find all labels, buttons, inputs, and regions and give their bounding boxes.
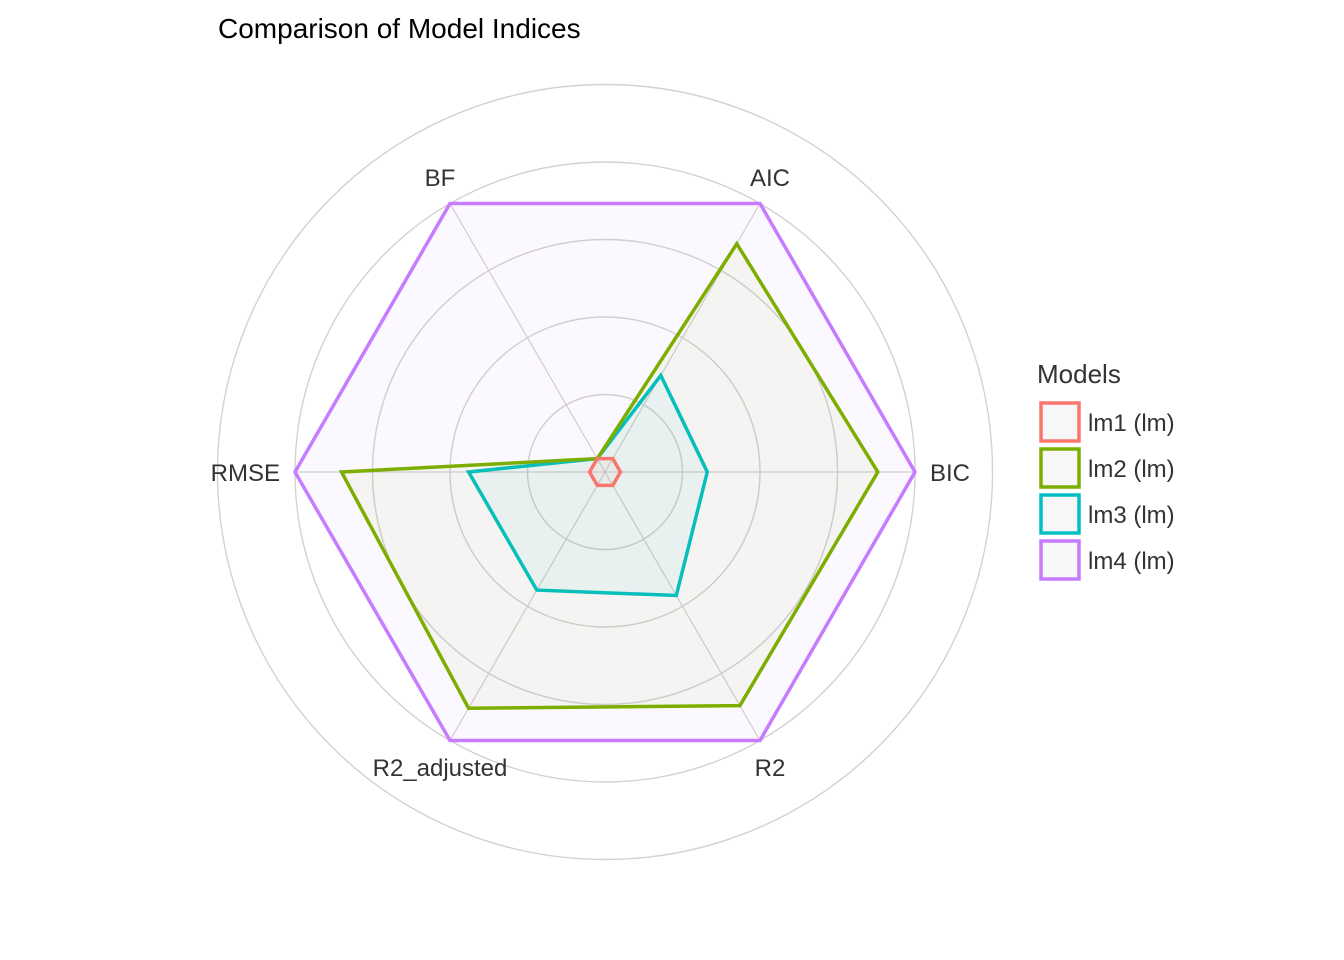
legend-label-lm4: lm4 (lm) bbox=[1088, 548, 1175, 575]
series-lm4 bbox=[292, 201, 918, 743]
legend-swatch-lm2 bbox=[1039, 447, 1081, 489]
axis-labels: AIC BIC R2 R2_adjusted RMSE BF bbox=[211, 165, 970, 782]
legend-item-lm3: lm3 (lm) bbox=[1039, 493, 1175, 535]
axis-label-rmse: RMSE bbox=[211, 460, 280, 487]
axis-label-bic: BIC bbox=[930, 460, 970, 487]
legend-title: Models bbox=[1037, 359, 1121, 389]
axis-label-r2: R2 bbox=[755, 755, 786, 782]
spoke-r2-adjusted bbox=[449, 471, 606, 741]
legend-swatch-lm4 bbox=[1039, 539, 1081, 581]
series-polygon-lm4 bbox=[292, 201, 918, 743]
legend-label-lm2: lm2 (lm) bbox=[1088, 456, 1175, 483]
axis-label-bf: BF bbox=[425, 165, 456, 192]
spoke-r2 bbox=[604, 471, 761, 741]
radar-series bbox=[292, 201, 918, 743]
axis-label-aic: AIC bbox=[750, 165, 790, 192]
legend-label-lm3: lm3 (lm) bbox=[1088, 502, 1175, 529]
spoke-bf bbox=[449, 203, 606, 473]
legend: Models lm1 (lm) lm2 (lm) lm3 (lm) lm4 (lm) bbox=[1037, 359, 1175, 581]
series-polygon-lm1 bbox=[587, 456, 623, 488]
axis-label-r2-adjusted: R2_adjusted bbox=[373, 755, 508, 782]
legend-item-lm4: lm4 (lm) bbox=[1039, 539, 1175, 581]
legend-item-lm2: lm2 (lm) bbox=[1039, 447, 1175, 489]
grid-circle-4 bbox=[216, 83, 994, 861]
legend-items: lm1 (lm) lm2 (lm) lm3 (lm) lm4 (lm) bbox=[1039, 401, 1175, 581]
chart-title: Comparison of Model Indices bbox=[218, 13, 581, 44]
legend-label-lm1: lm1 (lm) bbox=[1088, 410, 1175, 437]
legend-item-lm1: lm1 (lm) bbox=[1039, 401, 1175, 443]
legend-swatch-lm1 bbox=[1039, 401, 1081, 443]
legend-swatch-lm3 bbox=[1039, 493, 1081, 535]
series-lm1 bbox=[587, 456, 623, 488]
